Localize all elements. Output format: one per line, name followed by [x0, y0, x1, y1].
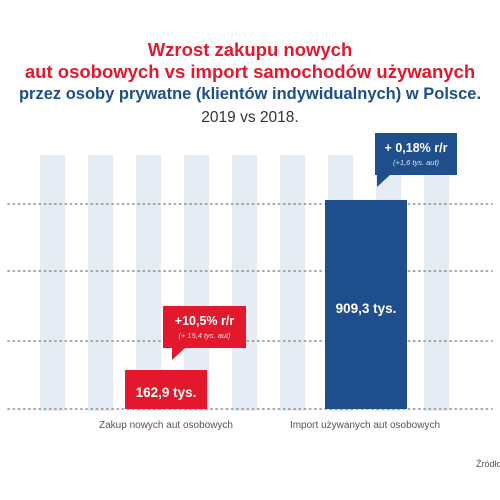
category-label: Zakup nowych aut osobowych	[99, 420, 233, 431]
callout-main-text: + 0,18% r/r	[385, 141, 448, 155]
bar-used-import	[325, 200, 407, 409]
chart-subtitle: przez osoby prywatne (klientów indywidua…	[18, 85, 482, 103]
bar-new-cars	[125, 370, 207, 409]
background-stripe	[280, 155, 305, 411]
callout-pointer	[377, 175, 390, 187]
background-stripe	[184, 155, 209, 411]
bar-value-label: 162,9 tys.	[136, 385, 197, 400]
bar-value-label: 909,3 tys.	[336, 301, 397, 316]
callout-pointer	[172, 348, 185, 360]
category-label: Import używanych aut osobowych	[290, 420, 440, 431]
callout-box	[163, 306, 246, 348]
callout-sub-text: (+ 15,4 tys. aut)	[178, 331, 231, 340]
background-stripe	[424, 155, 449, 411]
chart-period: 2019 vs 2018.	[201, 109, 299, 126]
background-stripe	[40, 155, 65, 411]
callout-main-text: +10,5% r/r	[175, 314, 235, 328]
chart-title-line-1: Wzrost zakupu nowych	[147, 39, 353, 60]
callout-sub-text: (+1,6 tys. aut)	[393, 158, 440, 167]
background-stripe	[88, 155, 113, 411]
chart-title-line-2: aut osobowych vs import samochodów używa…	[24, 61, 476, 82]
callout-box	[375, 133, 457, 175]
background-stripe	[136, 155, 161, 411]
background-stripe	[232, 155, 257, 411]
source-label: Źródło	[476, 459, 500, 469]
